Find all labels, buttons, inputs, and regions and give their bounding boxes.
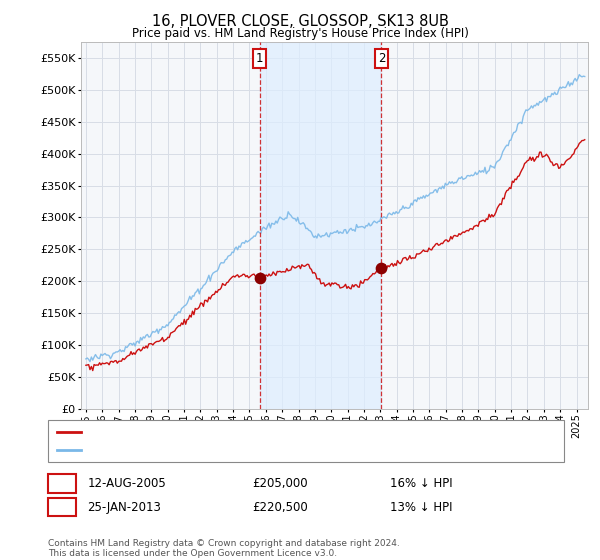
Point bbox=[255, 273, 265, 282]
Text: 1: 1 bbox=[58, 477, 65, 491]
Text: 16, PLOVER CLOSE, GLOSSOP, SK13 8UB: 16, PLOVER CLOSE, GLOSSOP, SK13 8UB bbox=[152, 14, 448, 29]
Text: Price paid vs. HM Land Registry's House Price Index (HPI): Price paid vs. HM Land Registry's House … bbox=[131, 27, 469, 40]
Text: 16% ↓ HPI: 16% ↓ HPI bbox=[390, 477, 452, 491]
Text: 13% ↓ HPI: 13% ↓ HPI bbox=[390, 501, 452, 514]
Text: HPI: Average price, detached house, High Peak: HPI: Average price, detached house, High… bbox=[85, 445, 343, 455]
Text: Contains HM Land Registry data © Crown copyright and database right 2024.
This d: Contains HM Land Registry data © Crown c… bbox=[48, 539, 400, 558]
Text: £220,500: £220,500 bbox=[252, 501, 308, 514]
Bar bbox=[260, 42, 382, 409]
Text: £205,000: £205,000 bbox=[252, 477, 308, 491]
Text: 2: 2 bbox=[58, 501, 65, 514]
Text: 2: 2 bbox=[377, 52, 385, 65]
Point bbox=[377, 264, 386, 273]
Text: 12-AUG-2005: 12-AUG-2005 bbox=[88, 477, 166, 491]
Text: 25-JAN-2013: 25-JAN-2013 bbox=[88, 501, 161, 514]
Text: 1: 1 bbox=[256, 52, 263, 65]
Text: 16, PLOVER CLOSE, GLOSSOP, SK13 8UB (detached house): 16, PLOVER CLOSE, GLOSSOP, SK13 8UB (det… bbox=[85, 427, 407, 437]
